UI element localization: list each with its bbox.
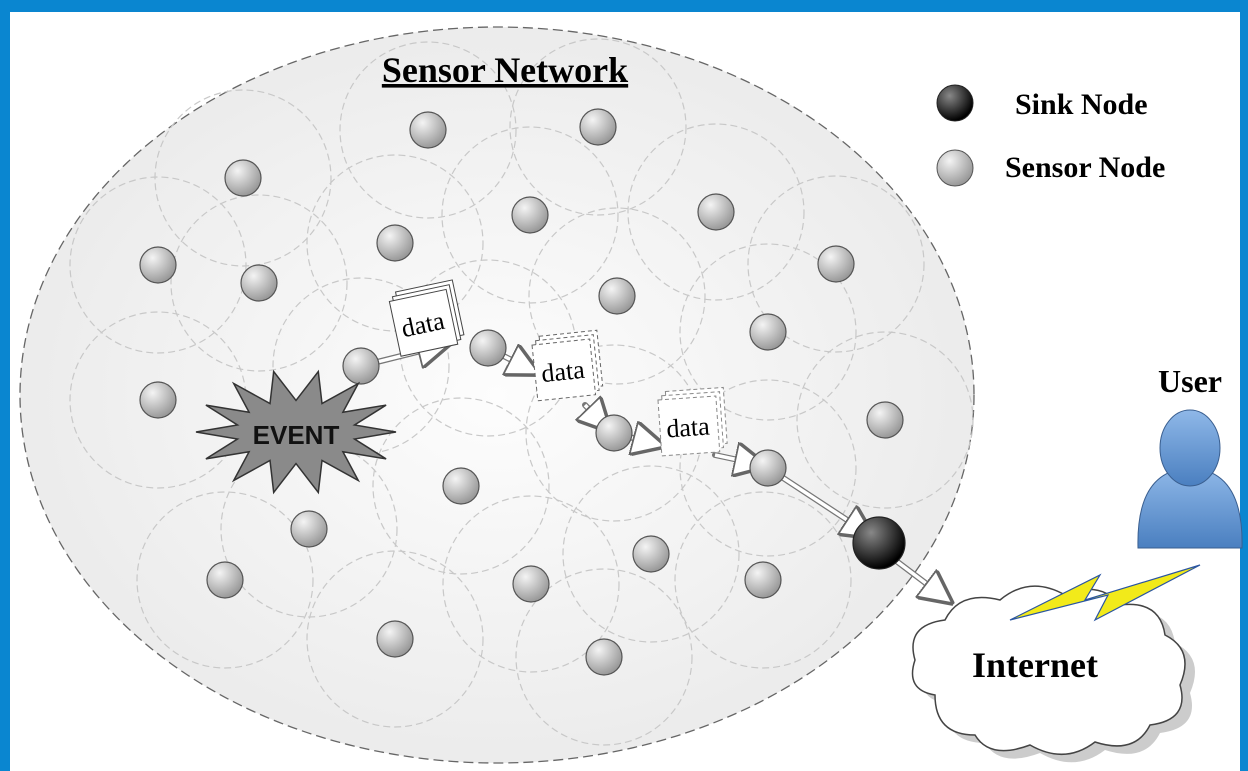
packet: data (388, 280, 466, 356)
packet: data (657, 387, 727, 455)
diagram: Sensor Network Sink Node Sensor Node EVE… (0, 0, 1248, 771)
sensor-node (443, 468, 479, 504)
sensor-node (377, 621, 413, 657)
title: Sensor Network (382, 50, 628, 90)
sensor-node (512, 197, 548, 233)
sensor-node (513, 566, 549, 602)
sensor-node (470, 330, 506, 366)
sensor-node (225, 160, 261, 196)
sensor-node (410, 112, 446, 148)
sensor-node (291, 511, 327, 547)
sensor-node (698, 194, 734, 230)
packet: data (531, 330, 603, 401)
sensor-node (599, 278, 635, 314)
legend-sensor: Sensor Node (1005, 151, 1165, 184)
sensor-node (745, 562, 781, 598)
sensor-node (140, 382, 176, 418)
sensor-node (750, 314, 786, 350)
packet-label: data (540, 355, 587, 388)
legend-sensor-icon (937, 150, 973, 186)
sensor-node (207, 562, 243, 598)
sensor-node (586, 639, 622, 675)
sensor-node (818, 246, 854, 282)
user-label: User (1158, 363, 1222, 399)
sensor-node (580, 109, 616, 145)
cloud-label: Internet (972, 645, 1098, 685)
sensor-node (633, 536, 669, 572)
sensor-node (596, 415, 632, 451)
legend-sink: Sink Node (1015, 88, 1148, 121)
sensor-node (140, 247, 176, 283)
sensor-node (750, 450, 786, 486)
packet-label: data (665, 411, 711, 443)
sink-node (853, 517, 905, 569)
sensor-node (241, 265, 277, 301)
legend-sink-icon (937, 85, 973, 121)
sensor-node (343, 348, 379, 384)
event-label: EVENT (253, 420, 340, 450)
sensor-node (377, 225, 413, 261)
sensor-node (867, 402, 903, 438)
